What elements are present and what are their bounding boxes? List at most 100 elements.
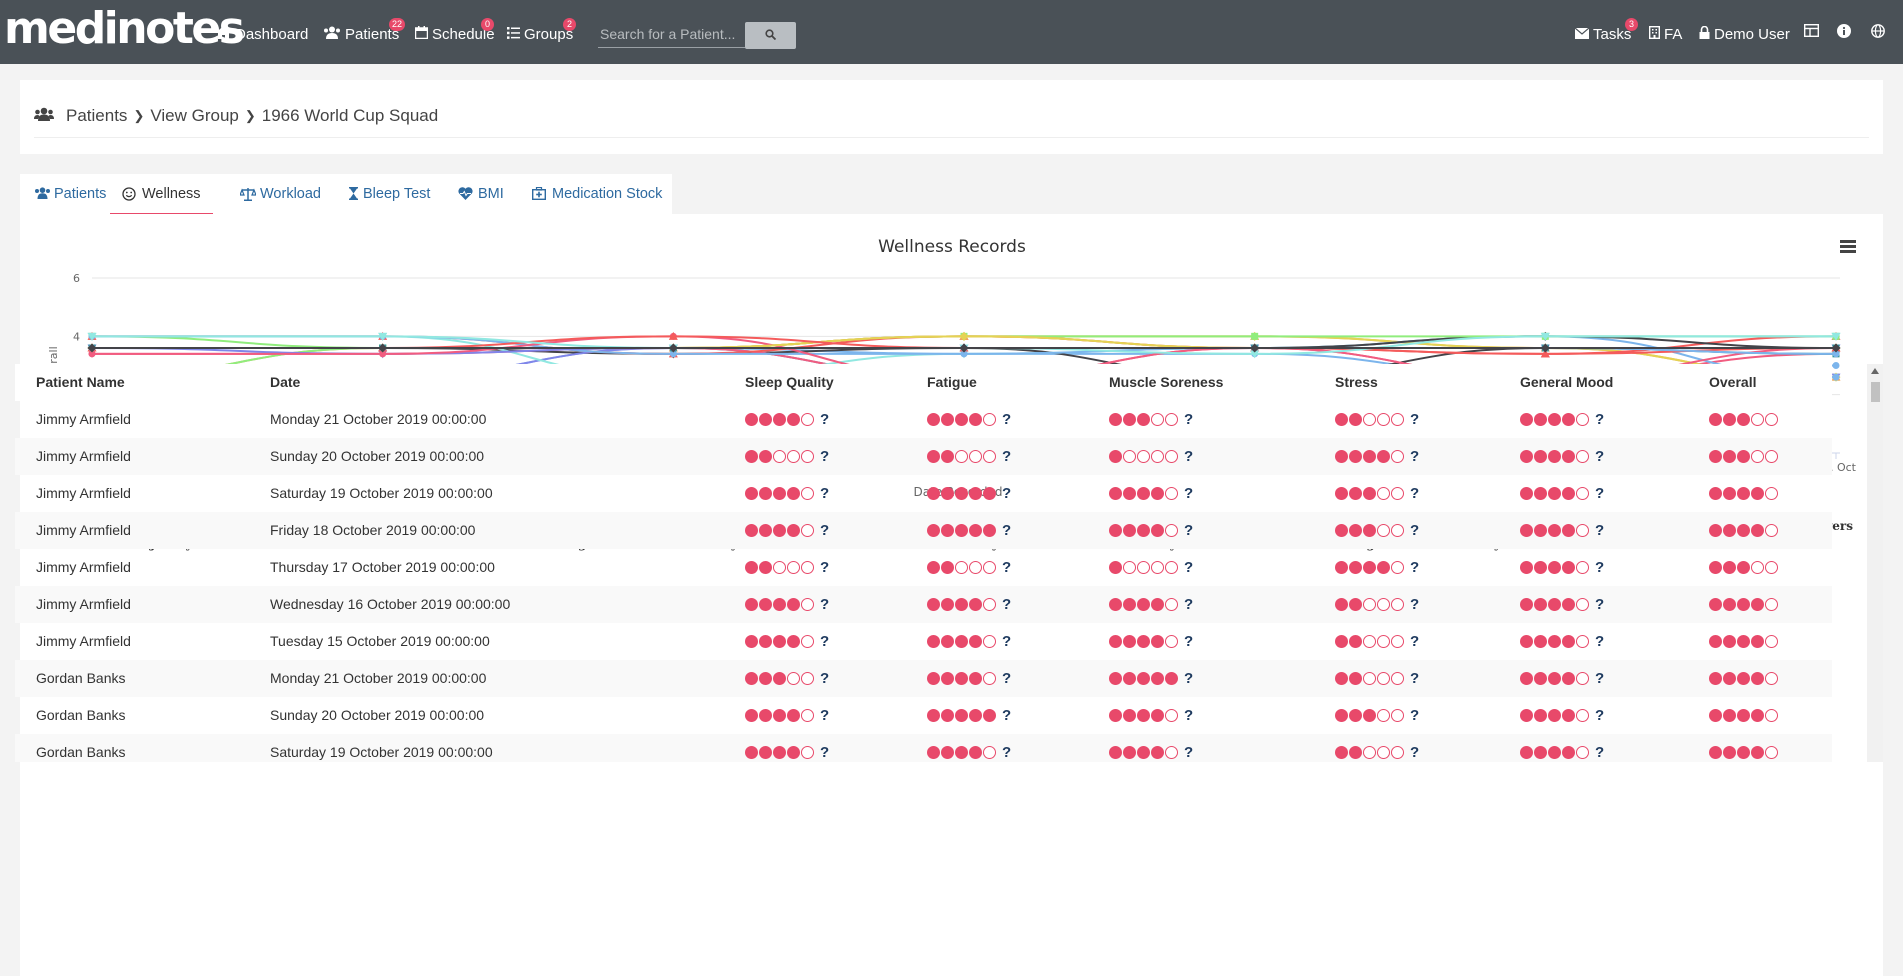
nav-patients[interactable]: Patients 22 (323, 18, 406, 47)
globe-icon[interactable] (1871, 24, 1887, 40)
tab-patients[interactable]: Patients (34, 174, 106, 214)
question-mark-icon[interactable]: ? (820, 485, 830, 502)
nav-dashboard[interactable]: Dashboard (216, 22, 308, 47)
question-mark-icon[interactable]: ? (1184, 596, 1194, 613)
question-mark-icon[interactable]: ? (820, 522, 830, 539)
question-mark-icon[interactable]: ? (1595, 744, 1605, 761)
question-mark-icon[interactable]: ? (1002, 522, 1012, 539)
question-mark-icon[interactable]: ? (1184, 633, 1194, 650)
scrollbar-thumb[interactable] (1871, 382, 1880, 402)
data-point[interactable] (1250, 343, 1260, 353)
info-icon[interactable] (1837, 24, 1853, 40)
data-point[interactable] (960, 350, 968, 358)
question-mark-icon[interactable]: ? (1002, 670, 1012, 687)
tab-medication-stock[interactable]: Medication Stock (531, 174, 662, 214)
question-mark-icon[interactable]: ? (1410, 559, 1420, 576)
data-point[interactable] (378, 343, 388, 353)
table-row[interactable]: Jimmy Armfield Friday 18 October 2019 00:… (15, 512, 1832, 549)
question-mark-icon[interactable]: ? (1184, 522, 1194, 539)
question-mark-icon[interactable]: ? (1410, 707, 1420, 724)
question-mark-icon[interactable]: ? (820, 448, 830, 465)
table-row[interactable]: Jimmy Armfield Saturday 19 October 2019 0… (15, 475, 1832, 512)
data-point[interactable] (669, 350, 677, 358)
data-point[interactable] (1832, 373, 1840, 381)
data-point[interactable] (1251, 332, 1259, 340)
question-mark-icon[interactable]: ? (1410, 633, 1420, 650)
breadcrumb-patients[interactable]: Patients (66, 106, 128, 125)
table-row[interactable]: Gordan Banks Monday 21 October 2019 00:00… (15, 660, 1832, 697)
question-mark-icon[interactable]: ? (1184, 707, 1194, 724)
table-row[interactable]: Jimmy Armfield Thursday 17 October 2019 0… (15, 549, 1832, 586)
col-patient-name-header[interactable]: Patient Name (36, 374, 125, 390)
question-mark-icon[interactable]: ? (1002, 448, 1012, 465)
question-mark-icon[interactable]: ? (1595, 485, 1605, 502)
question-mark-icon[interactable]: ? (1595, 707, 1605, 724)
data-point[interactable] (1831, 343, 1841, 353)
data-point[interactable] (668, 343, 678, 353)
data-point[interactable] (1250, 350, 1260, 359)
question-mark-icon[interactable]: ? (820, 559, 830, 576)
table-row[interactable]: Gordan Banks Saturday 19 October 2019 00:… (15, 734, 1832, 762)
breadcrumb-view-group[interactable]: View Group (150, 106, 239, 125)
data-point[interactable] (87, 332, 97, 341)
col-muscle-soreness-header[interactable]: Muscle Soreness (1109, 374, 1224, 390)
data-point[interactable] (379, 350, 387, 358)
col-general-mood-header[interactable]: General Mood (1520, 374, 1614, 390)
question-mark-icon[interactable]: ? (1184, 448, 1194, 465)
question-mark-icon[interactable]: ? (820, 596, 830, 613)
data-point[interactable] (1831, 332, 1841, 341)
tab-workload[interactable]: Workload (239, 174, 321, 214)
col-stress-header[interactable]: Stress (1335, 374, 1378, 390)
question-mark-icon[interactable]: ? (1184, 485, 1194, 502)
question-mark-icon[interactable]: ? (1595, 522, 1605, 539)
question-mark-icon[interactable]: ? (1002, 707, 1012, 724)
question-mark-icon[interactable]: ? (1002, 485, 1012, 502)
question-mark-icon[interactable]: ? (1410, 485, 1420, 502)
table-row[interactable]: Gordan Banks Sunday 20 October 2019 00:00… (15, 697, 1832, 734)
data-point[interactable] (378, 332, 388, 341)
table-row[interactable]: Jimmy Armfield Sunday 20 October 2019 00:… (15, 438, 1832, 475)
question-mark-icon[interactable]: ? (820, 707, 830, 724)
table-row[interactable]: Jimmy Armfield Tuesday 15 October 2019 00… (15, 623, 1832, 660)
question-mark-icon[interactable]: ? (820, 744, 830, 761)
question-mark-icon[interactable]: ? (1595, 411, 1605, 428)
data-point[interactable] (668, 331, 678, 340)
data-point[interactable] (1832, 362, 1840, 369)
question-mark-icon[interactable]: ? (1002, 596, 1012, 613)
col-fatigue-header[interactable]: Fatigue (927, 374, 977, 390)
question-mark-icon[interactable]: ? (1410, 448, 1420, 465)
table-scrollbar[interactable] (1867, 364, 1883, 762)
question-mark-icon[interactable]: ? (820, 411, 830, 428)
question-mark-icon[interactable]: ? (1002, 559, 1012, 576)
question-mark-icon[interactable]: ? (1184, 559, 1194, 576)
dashboard-layout-icon[interactable] (1803, 23, 1820, 40)
question-mark-icon[interactable]: ? (1410, 670, 1420, 687)
nav-user-menu[interactable]: Demo User (1699, 22, 1790, 47)
question-mark-icon[interactable]: ? (1595, 670, 1605, 687)
tab-wellness[interactable]: Wellness (110, 174, 213, 216)
nav-schedule[interactable]: Schedule 0 (414, 18, 495, 47)
scroll-up-arrow-icon[interactable] (1871, 368, 1879, 374)
question-mark-icon[interactable]: ? (1184, 744, 1194, 761)
question-mark-icon[interactable]: ? (820, 633, 830, 650)
col-overall-header[interactable]: Overall (1709, 374, 1757, 390)
app-logo[interactable]: medinotes (4, 3, 245, 54)
data-point[interactable] (959, 343, 969, 353)
patient-search-input[interactable] (598, 20, 745, 48)
question-mark-icon[interactable]: ? (1410, 522, 1420, 539)
question-mark-icon[interactable]: ? (1410, 744, 1420, 761)
question-mark-icon[interactable]: ? (1595, 559, 1605, 576)
data-point[interactable] (1540, 332, 1550, 341)
nav-groups[interactable]: Groups 2 (507, 18, 576, 47)
question-mark-icon[interactable]: ? (1002, 633, 1012, 650)
question-mark-icon[interactable]: ? (1184, 411, 1194, 428)
chart-context-menu-button[interactable] (1840, 240, 1856, 254)
data-point[interactable] (1832, 350, 1840, 358)
data-point[interactable] (88, 350, 96, 358)
tab-bmi[interactable]: BMI (458, 174, 504, 214)
table-row[interactable]: Jimmy Armfield Monday 21 October 2019 00:… (15, 401, 1832, 438)
nav-organisation[interactable]: FA (1648, 22, 1682, 47)
col-sleep-quality-header[interactable]: Sleep Quality (745, 374, 834, 390)
question-mark-icon[interactable]: ? (1595, 448, 1605, 465)
question-mark-icon[interactable]: ? (1002, 411, 1012, 428)
